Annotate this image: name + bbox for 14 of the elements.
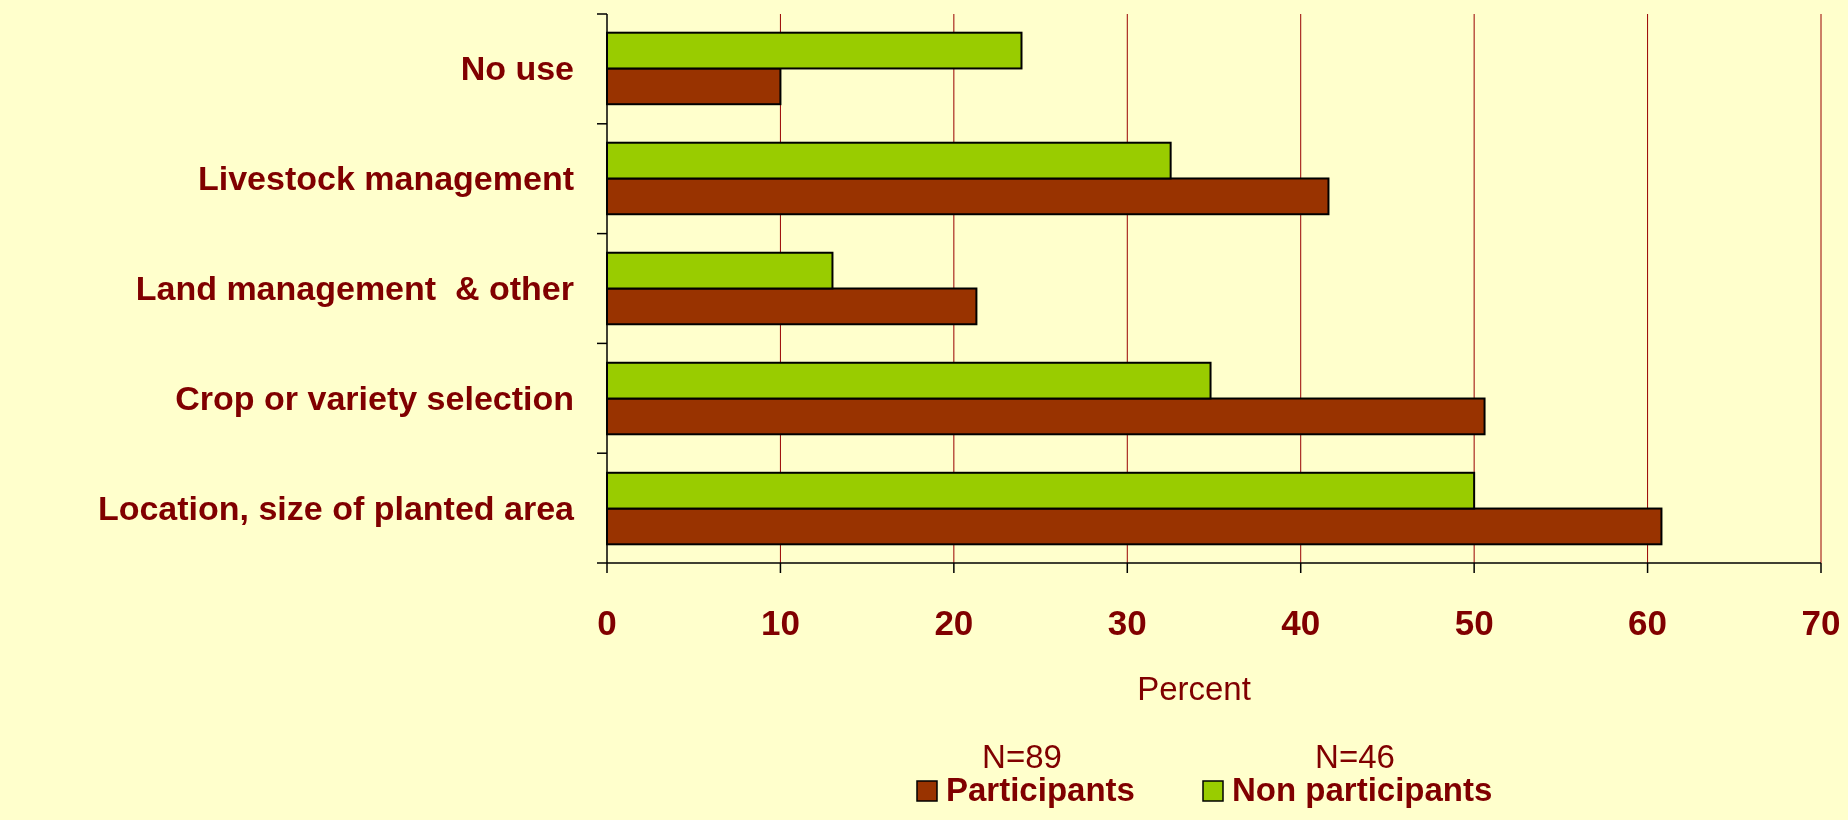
y-tick-label: No use [460,49,574,88]
x-tick-label: 20 [934,603,974,642]
x-axis-title: Percent [1137,670,1251,707]
x-tick-label: 50 [1454,603,1494,642]
x-tick-label: 10 [760,603,800,642]
y-tick-label: Crop or variety selection [175,379,574,418]
x-tick-label: 60 [1628,603,1668,642]
y-tick-label: Land management & other [135,269,574,308]
x-tick-label: 30 [1107,603,1147,642]
y-tick-label: Livestock management [197,159,574,198]
x-tick-label: 0 [597,603,617,642]
y-tick-label: Location, size of planted area [97,489,576,528]
x-tick-label: 40 [1281,603,1321,642]
x-tick-label: 70 [1801,603,1841,642]
